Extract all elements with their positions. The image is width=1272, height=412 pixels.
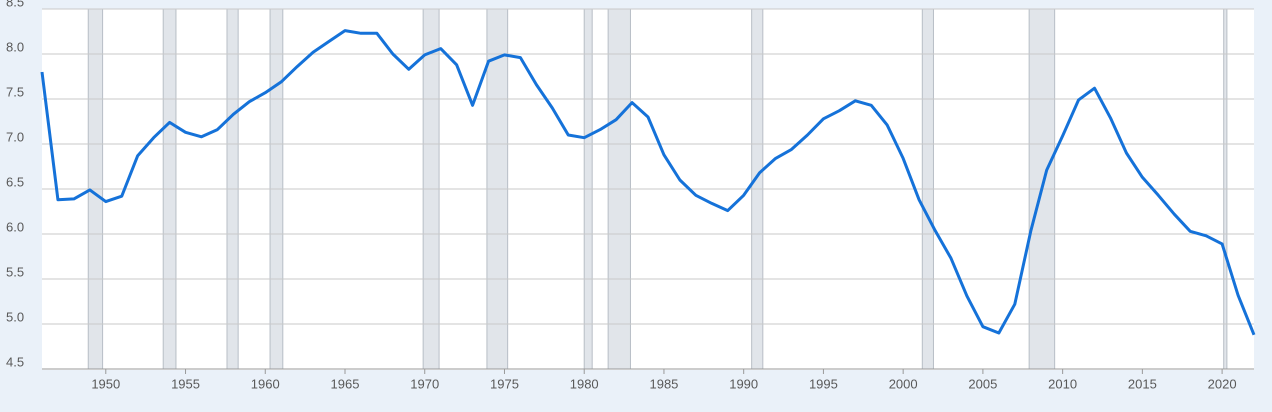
y-tick-label: 5.5 <box>6 264 24 279</box>
x-tick-label: 1955 <box>171 376 200 391</box>
y-tick-label: 5.0 <box>6 309 24 324</box>
x-tick-label: 1995 <box>809 376 838 391</box>
x-tick-label: 1985 <box>649 376 678 391</box>
x-tick-label: 1950 <box>91 376 120 391</box>
x-tick-label: 1975 <box>490 376 519 391</box>
x-tick-label: 2010 <box>1048 376 1077 391</box>
x-tick-label: 2020 <box>1208 376 1237 391</box>
x-tick-label: 2000 <box>889 376 918 391</box>
x-tick-label: 1965 <box>331 376 360 391</box>
x-tick-label: 2015 <box>1128 376 1157 391</box>
x-tick-label: 2005 <box>968 376 997 391</box>
y-tick-label: 6.0 <box>6 219 24 234</box>
y-tick-label: 8.5 <box>6 0 24 9</box>
y-tick-label: 8.0 <box>6 39 24 54</box>
y-tick-label: 6.5 <box>6 174 24 189</box>
y-tick-label: 7.0 <box>6 129 24 144</box>
x-tick-label: 1980 <box>570 376 599 391</box>
x-tick-label: 1970 <box>410 376 439 391</box>
y-tick-label: 7.5 <box>6 84 24 99</box>
y-tick-label: 4.5 <box>6 354 24 369</box>
x-tick-label: 1990 <box>729 376 758 391</box>
data-line <box>40 29 1256 336</box>
x-tick-label: 1960 <box>251 376 280 391</box>
